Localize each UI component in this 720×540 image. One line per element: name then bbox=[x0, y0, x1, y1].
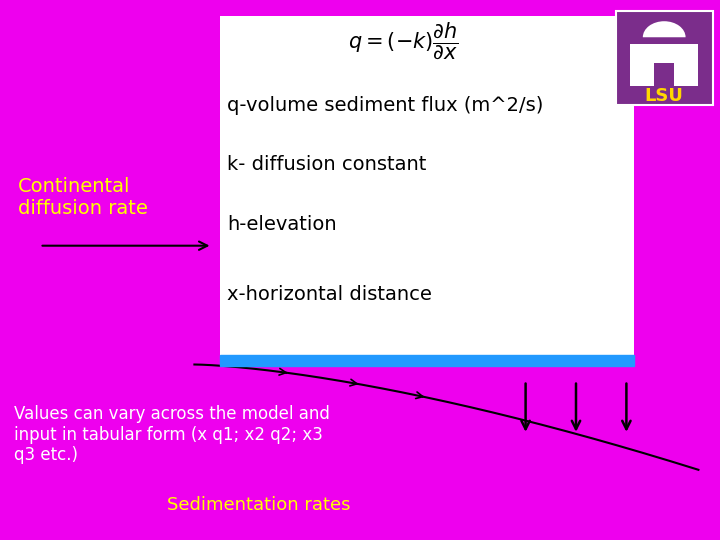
Text: Sedimentation rates: Sedimentation rates bbox=[168, 496, 351, 514]
Bar bbox=[630, 44, 698, 86]
Bar bbox=[654, 63, 675, 86]
Text: Continental
diffusion rate: Continental diffusion rate bbox=[18, 177, 148, 218]
Text: $q=(-k)\dfrac{\partial h}{\partial x}$: $q=(-k)\dfrac{\partial h}{\partial x}$ bbox=[348, 20, 459, 61]
Bar bbox=[220, 16, 634, 359]
Text: LSU: LSU bbox=[645, 87, 683, 105]
Text: k- diffusion constant: k- diffusion constant bbox=[227, 155, 426, 174]
Text: q-volume sediment flux (m^2/s): q-volume sediment flux (m^2/s) bbox=[227, 96, 543, 115]
Text: Values can vary across the model and
input in tabular form (x q1; x2 q2; x3
q3 e: Values can vary across the model and inp… bbox=[14, 405, 330, 464]
Bar bbox=[220, 355, 634, 366]
Wedge shape bbox=[643, 21, 685, 37]
Text: x-horizontal distance: x-horizontal distance bbox=[227, 285, 432, 304]
Text: h-elevation: h-elevation bbox=[227, 214, 336, 234]
Bar bbox=[616, 11, 713, 105]
